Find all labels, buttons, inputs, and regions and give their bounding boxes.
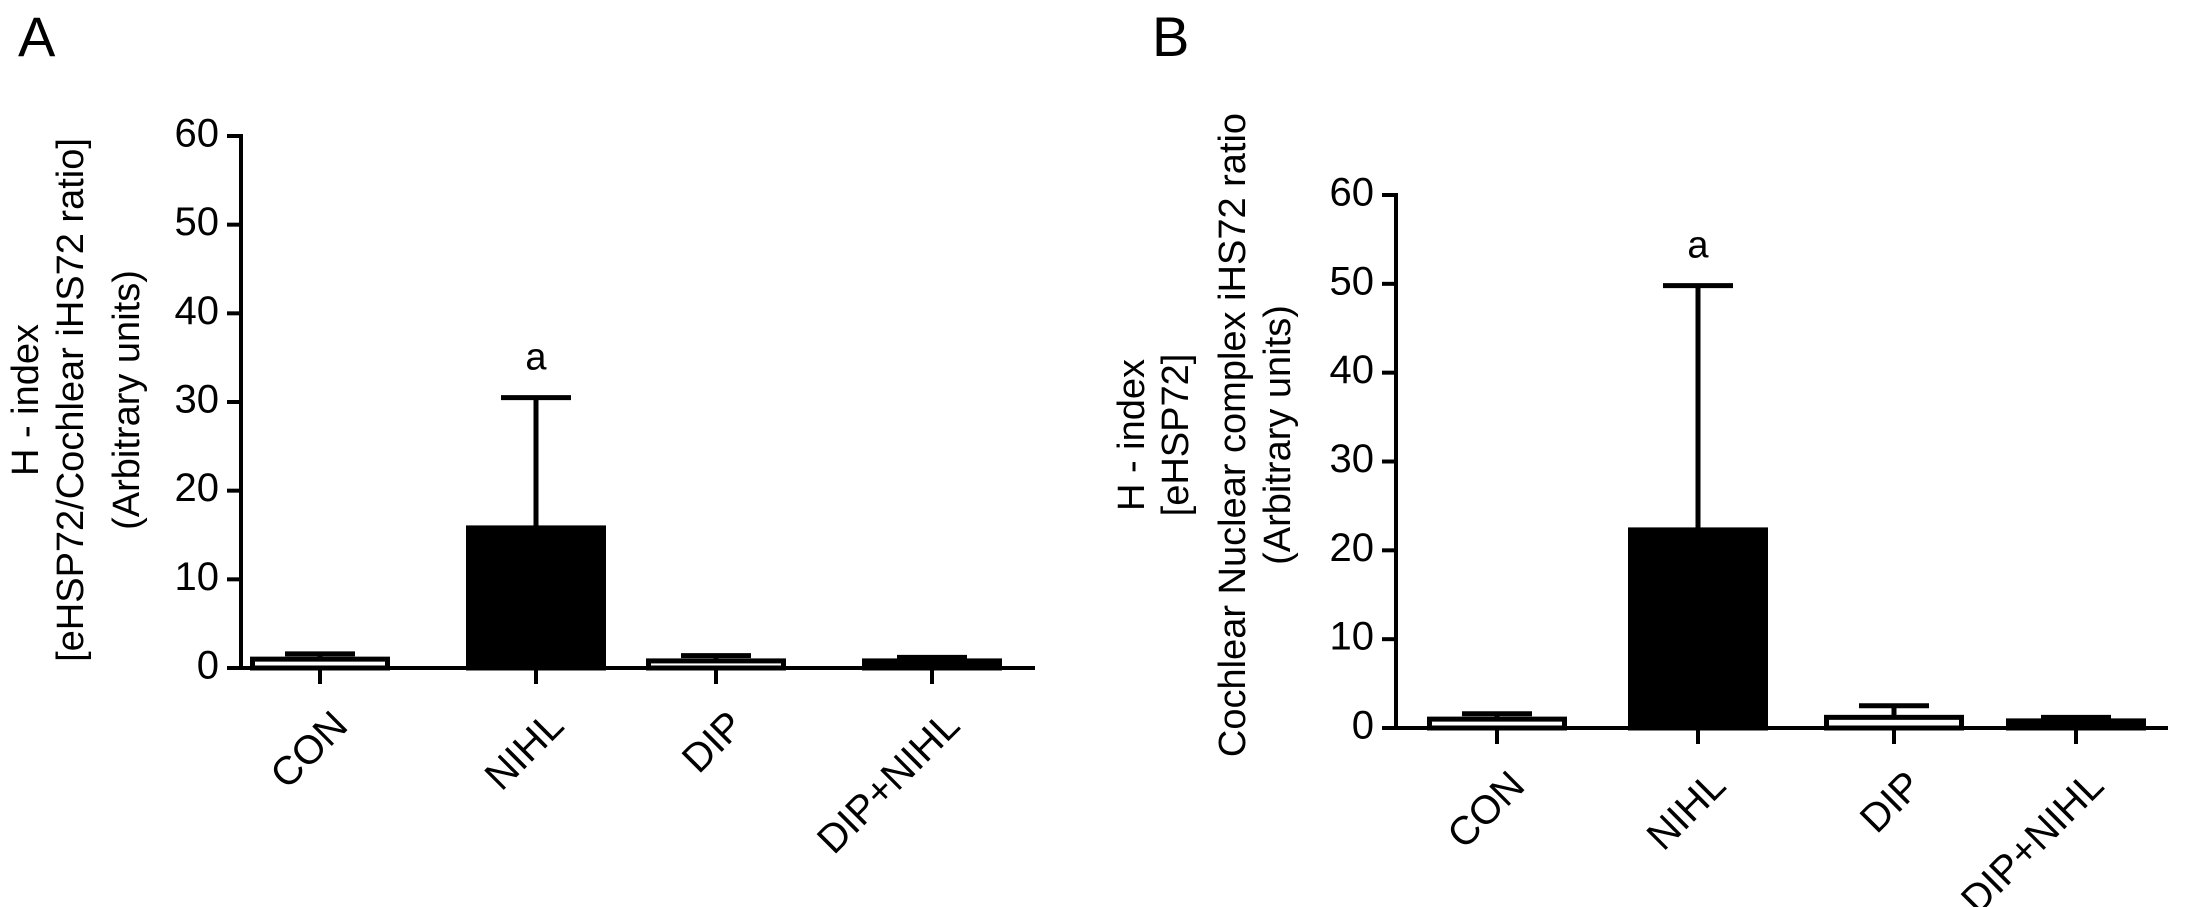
x-tick-label: CON — [1439, 763, 1533, 857]
x-tick-label: NIHL — [477, 703, 573, 799]
x-tick-label: DIP — [1852, 763, 1930, 841]
y-tick-label: 10 — [1330, 615, 1375, 659]
bar-annotation: a — [525, 337, 547, 379]
y-axis-label: (Arbitrary units) — [106, 270, 148, 530]
y-tick-label: 50 — [175, 200, 220, 244]
y-tick-label: 0 — [1352, 704, 1374, 748]
y-axis-label: H - index — [5, 324, 47, 476]
y-axis-label: H - index — [1111, 359, 1153, 511]
y-tick-label: 40 — [1330, 348, 1375, 392]
y-tick-label: 50 — [1330, 259, 1375, 303]
x-tick-label: DIP — [674, 703, 752, 781]
bar-annotation: a — [1687, 225, 1709, 267]
x-tick-label: CON — [262, 703, 356, 797]
x-tick-label: DIP+NIHL — [1953, 763, 2112, 907]
y-axis-label: [eHSP72/Cochlear iHS72 ratio] — [50, 138, 92, 662]
bar — [466, 525, 606, 671]
panel-label: B — [1152, 5, 1189, 68]
y-tick-label: 30 — [1330, 437, 1375, 481]
y-axis-label: Cochlear Nuclear complex iHS72 ratio — [1212, 113, 1254, 757]
x-tick-label: NIHL — [1639, 763, 1735, 859]
y-tick-label: 60 — [175, 112, 220, 156]
y-tick-label: 20 — [175, 466, 220, 510]
y-tick-label: 0 — [197, 644, 219, 688]
panel-label: A — [18, 5, 56, 68]
y-tick-label: 40 — [175, 289, 220, 333]
y-tick-label: 10 — [175, 555, 220, 599]
bar — [1628, 527, 1768, 731]
y-tick-label: 20 — [1330, 526, 1375, 570]
y-axis-label: (Arbitrary units) — [1257, 305, 1299, 565]
x-tick-label: DIP+NIHL — [809, 703, 968, 862]
y-axis-label: [eHSP72] — [1155, 354, 1197, 517]
y-tick-label: 60 — [1330, 171, 1375, 215]
y-tick-label: 30 — [175, 378, 220, 422]
